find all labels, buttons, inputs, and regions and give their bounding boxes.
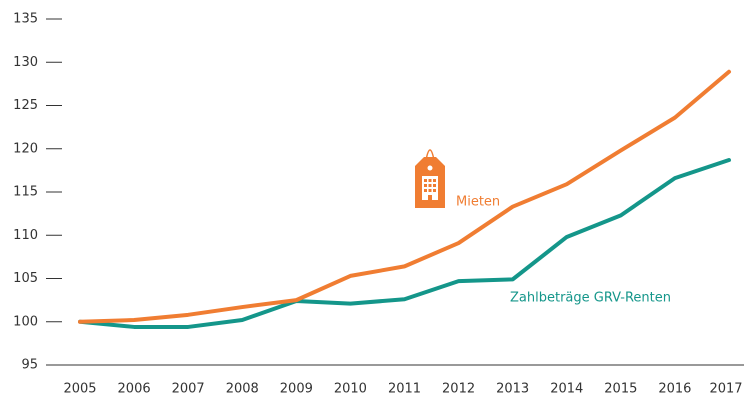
- x-tick-label: 2006: [118, 382, 151, 397]
- x-tick-label: 2010: [334, 382, 367, 397]
- x-tick-label: 2016: [658, 382, 691, 397]
- x-tick-label: 2011: [388, 382, 421, 397]
- series-label: Mieten: [456, 195, 500, 210]
- y-tick-label: 130: [13, 55, 38, 70]
- x-tick-label: 2008: [226, 382, 259, 397]
- series-label: Zahlbeträge GRV-Renten: [510, 291, 671, 306]
- y-tick-label: 135: [13, 12, 38, 27]
- y-tick-label: 125: [13, 98, 38, 113]
- y-tick-label: 100: [13, 314, 38, 329]
- line-series: [78, 157, 731, 329]
- y-tick-label: 105: [13, 271, 38, 286]
- x-tick-label: 2014: [550, 382, 583, 397]
- x-tick-label: 2007: [172, 382, 205, 397]
- x-tick-label: 2015: [604, 382, 637, 397]
- x-tick-label: 2012: [442, 382, 475, 397]
- y-tick-label: 120: [13, 141, 38, 156]
- x-tick-label: 2005: [63, 382, 96, 397]
- y-tick-label: 110: [13, 228, 38, 243]
- y-tick-label: 115: [13, 185, 38, 200]
- icon-tag: [415, 149, 445, 208]
- line-series: [78, 69, 731, 324]
- y-tick-label: 95: [21, 358, 38, 373]
- x-tick-label: 2013: [496, 382, 529, 397]
- x-tick-label: 2017: [709, 382, 742, 397]
- x-tick-label: 2009: [280, 382, 313, 397]
